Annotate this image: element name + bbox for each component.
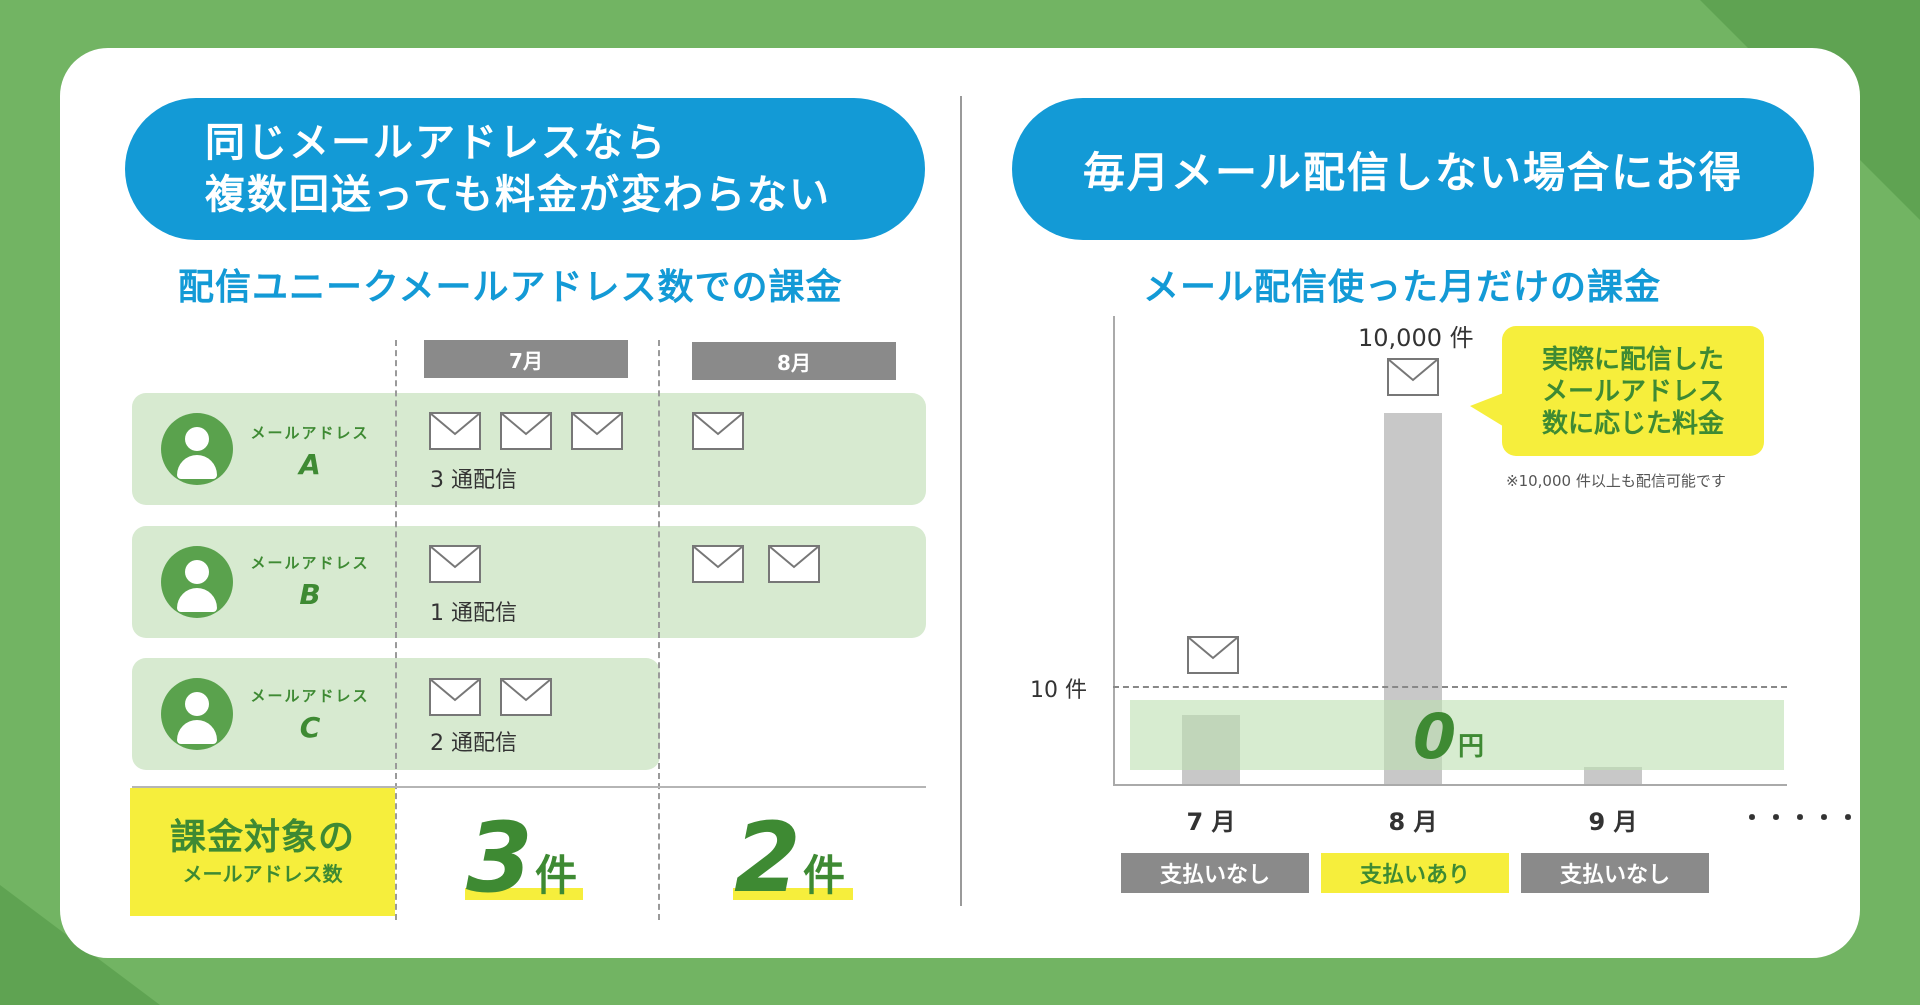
total-july-unit: 件	[535, 851, 578, 900]
address-c-count: 2 通配信	[430, 731, 517, 756]
left-headline-pill: 同じメールアドレスなら 複数回送っても料金が変わらない	[125, 98, 925, 240]
payment-august: 支払いあり	[1321, 853, 1509, 893]
envelope-icon	[500, 678, 552, 716]
callout-line1: 実際に配信した	[1541, 345, 1724, 375]
address-c-letter: C	[299, 711, 321, 744]
total-july-number: 3	[466, 802, 533, 914]
envelope-icon	[429, 412, 481, 450]
user-avatar-icon	[161, 546, 233, 618]
right-headline: 毎月メール配信しない場合にお得	[1082, 147, 1743, 197]
x-label-september: 9 月	[1588, 808, 1638, 836]
billing-target-subtitle: メールアドレス数	[182, 862, 343, 886]
x-label-august: 8 月	[1388, 808, 1438, 836]
address-b-count: 1 通配信	[430, 601, 517, 626]
month-tab-august: 8月	[692, 342, 896, 380]
envelope-icon	[500, 412, 552, 450]
user-avatar-icon	[161, 413, 233, 485]
chart-x-axis	[1113, 784, 1787, 786]
payment-july: 支払いなし	[1121, 853, 1309, 893]
right-subtitle: メール配信使った月だけの課金	[1143, 267, 1662, 308]
left-subtitle: 配信ユニークメールアドレス数での課金	[178, 267, 843, 308]
address-c-label: メールアドレス	[250, 687, 370, 705]
address-b-letter: B	[299, 578, 321, 611]
address-a-letter: A	[299, 448, 321, 481]
footnote: ※10,000 件以上も配信可能です	[1506, 472, 1726, 490]
user-avatar-icon	[161, 678, 233, 750]
month-tab-july: 7月	[424, 340, 628, 378]
total-august-unit: 件	[803, 851, 846, 900]
callout-line3: 数に応じた料金	[1541, 409, 1724, 439]
threshold-label: 10 件	[1030, 678, 1087, 703]
callout-line2: メールアドレス	[1541, 377, 1724, 407]
billing-target-title: 課金対象の	[169, 817, 355, 858]
envelope-icon	[429, 678, 481, 716]
left-headline-line1: 同じメールアドレスなら	[205, 120, 667, 166]
envelope-icon	[429, 545, 481, 583]
envelope-icon	[1387, 358, 1439, 396]
free-zone-band	[1130, 700, 1784, 770]
threshold-line	[1113, 686, 1787, 688]
address-a-label: メールアドレス	[250, 424, 370, 442]
left-headline-line2: 複数回送っても料金が変わらない	[205, 172, 831, 218]
callout-tail	[1470, 392, 1506, 428]
address-b-label: メールアドレス	[250, 554, 370, 572]
center-divider	[960, 96, 962, 906]
column-divider-1	[395, 340, 397, 920]
total-august-underline	[733, 888, 853, 900]
callout-box	[1502, 326, 1764, 456]
payment-september: 支払いなし	[1521, 853, 1709, 893]
total-august-number: 2	[734, 802, 801, 914]
total-july-underline	[465, 888, 583, 900]
free-price-value: 0	[1413, 700, 1457, 773]
callout-text: 実際に配信した メールアドレス 数に応じた料金	[1502, 344, 1764, 440]
bar-august-value-label: 10,000 件	[1358, 324, 1474, 352]
chart-bar-3	[1584, 767, 1642, 785]
x-label-more: ・・・・・	[1740, 804, 1860, 832]
column-divider-2	[658, 340, 660, 920]
x-label-july: 7 月	[1186, 808, 1236, 836]
totals-separator	[132, 786, 926, 788]
chart-y-axis	[1113, 316, 1115, 786]
envelope-icon	[768, 545, 820, 583]
free-price-unit: 円	[1458, 732, 1485, 762]
right-headline-pill: 毎月メール配信しない場合にお得	[1012, 98, 1814, 240]
envelope-icon	[1187, 636, 1239, 674]
envelope-icon	[692, 412, 744, 450]
address-a-count: 3 通配信	[430, 468, 517, 493]
envelope-icon	[571, 412, 623, 450]
billing-target-box	[130, 788, 395, 916]
envelope-icon	[692, 545, 744, 583]
